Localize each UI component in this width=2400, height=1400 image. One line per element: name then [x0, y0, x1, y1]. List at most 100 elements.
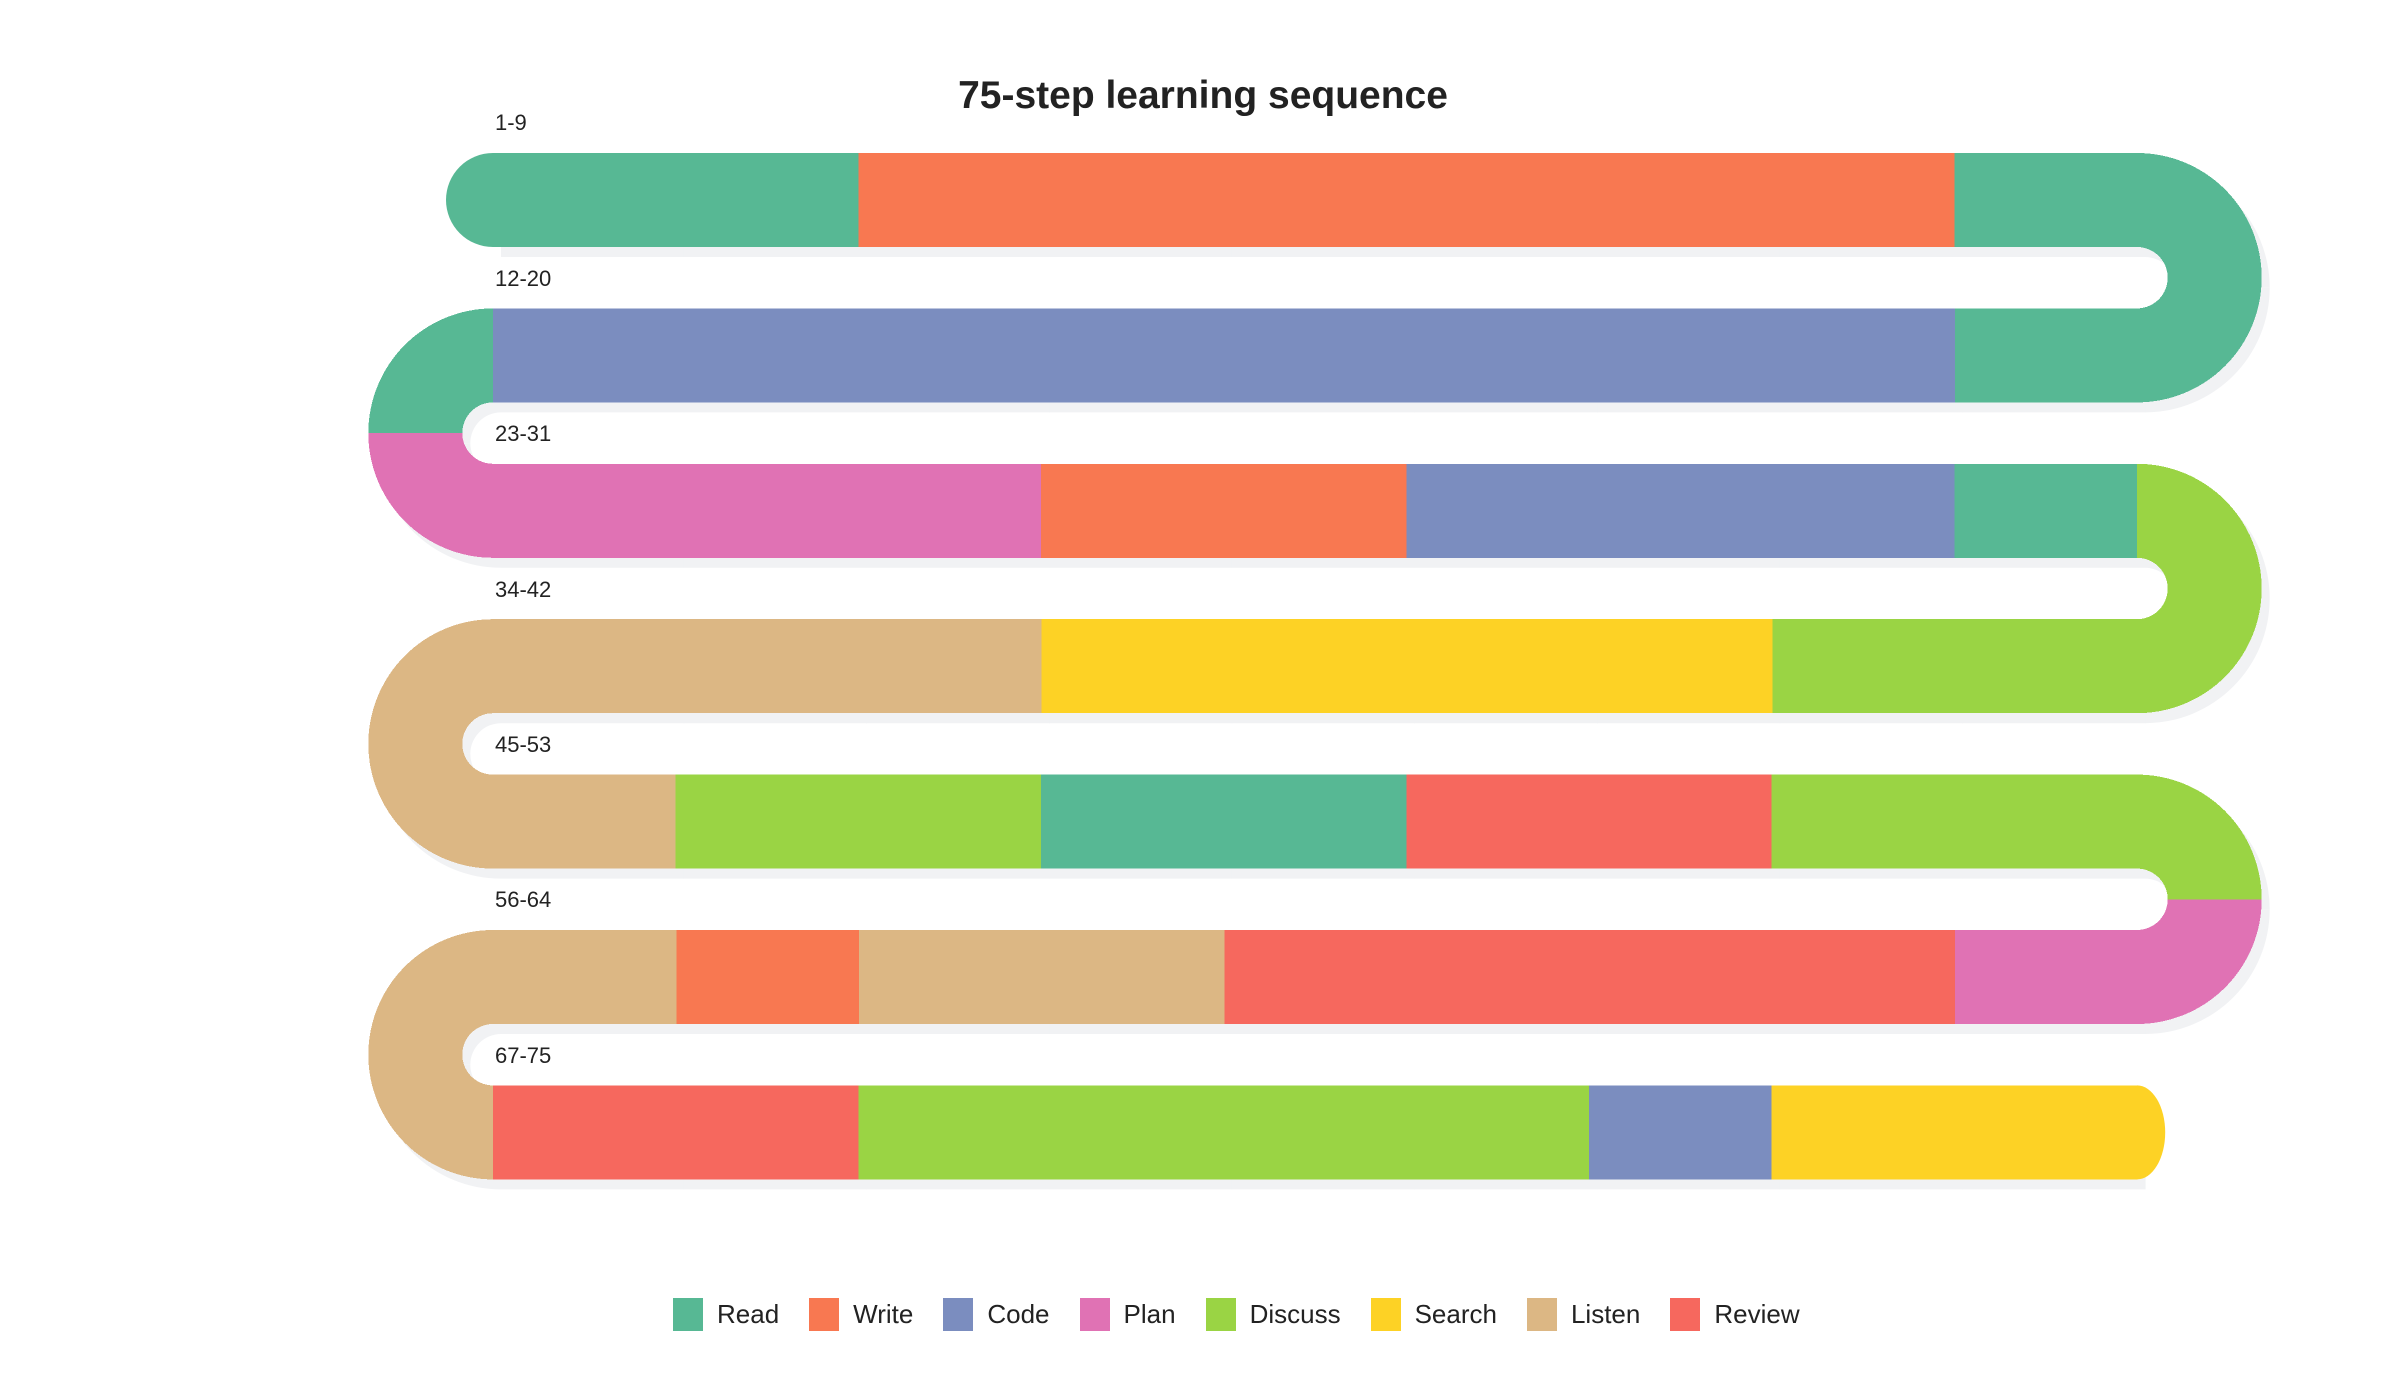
step-segment [1954, 774, 2138, 869]
legend: Read Write Code Plan Discuss Search List… [673, 1298, 1830, 1331]
legend-label: Discuss [1249, 1299, 1341, 1329]
step-segment [493, 1085, 677, 1180]
legend-item-search[interactable]: Search [1370, 1298, 1497, 1331]
step-segment [858, 619, 1042, 714]
legend-item-code[interactable]: Code [943, 1298, 1050, 1331]
step-segment [493, 463, 677, 558]
legend-swatch [1670, 1298, 1701, 1331]
step-segment [368, 619, 493, 744]
step-segment [1406, 619, 1590, 714]
step-segment [368, 308, 493, 434]
legend-item-review[interactable]: Review [1670, 1298, 1800, 1331]
step-segment [1954, 153, 2138, 247]
step-segment [1954, 930, 2138, 1024]
step-segment [1771, 774, 1955, 869]
legend-label: Review [1714, 1299, 1800, 1329]
step-segment [1771, 930, 1955, 1024]
row-label: 56-64 [495, 887, 552, 913]
step-segment [493, 619, 677, 714]
step-segment [1406, 463, 1590, 558]
legend-item-read[interactable]: Read [673, 1298, 779, 1331]
step-segment [858, 463, 1042, 558]
step-segment [1041, 308, 1225, 403]
step-segment [2137, 277, 2262, 403]
step-segment [1771, 153, 1955, 247]
legend-swatch [943, 1298, 974, 1331]
step-segment [493, 308, 677, 403]
step-segment [858, 774, 1042, 869]
step-segment [1954, 463, 2138, 558]
step-segment [1223, 619, 1407, 714]
step-segment [1223, 1085, 1407, 1180]
step-segment [1771, 463, 1955, 558]
step-segment [675, 930, 859, 1024]
step-segment [1589, 930, 1773, 1024]
track-steps [368, 153, 2262, 1180]
legend-swatch [1370, 1298, 1401, 1331]
step-segment [1041, 619, 1225, 714]
step-segment [675, 619, 859, 714]
step-segment [1954, 1085, 2138, 1180]
step-segment [858, 153, 1042, 247]
step-segment [1406, 153, 1590, 247]
step-segment [1406, 774, 1590, 869]
legend-swatch [1526, 1298, 1557, 1331]
step-segment [1406, 308, 1590, 403]
end-cap [2137, 1085, 2166, 1180]
step-segment [1223, 153, 1407, 247]
step-segment [2137, 899, 2262, 1024]
legend-swatch [1205, 1298, 1236, 1331]
step-segment [2137, 153, 2262, 278]
legend-item-listen[interactable]: Listen [1526, 1298, 1641, 1331]
step-segment [1041, 1085, 1225, 1180]
step-segment [493, 774, 677, 869]
step-segment [1223, 308, 1407, 403]
step-segment [675, 463, 859, 558]
step-segment [675, 153, 859, 247]
legend-label: Write [853, 1299, 914, 1329]
step-segment [1771, 619, 1955, 714]
step-segment [1954, 308, 2138, 403]
step-segment [493, 153, 677, 247]
row-label: 1-9 [495, 110, 527, 136]
step-segment [1041, 774, 1225, 869]
row-label: 12-20 [495, 265, 552, 291]
row-label: 34-42 [495, 576, 552, 602]
row-label: 45-53 [495, 731, 552, 757]
legend-item-discuss[interactable]: Discuss [1205, 1298, 1341, 1331]
step-segment [858, 308, 1042, 403]
step-segment [1406, 930, 1590, 1024]
legend-item-write[interactable]: Write [809, 1298, 913, 1331]
legend-swatch [1079, 1298, 1110, 1331]
step-segment [858, 930, 1042, 1024]
legend-swatch [673, 1298, 703, 1331]
step-segment [675, 1085, 859, 1180]
step-segment [1954, 619, 2138, 714]
legend-label: Code [987, 1299, 1050, 1329]
row-label: 23-31 [495, 421, 552, 447]
step-segment [1041, 153, 1225, 247]
step-segment [1406, 1085, 1590, 1180]
step-segment [493, 930, 677, 1024]
step-segment [1589, 463, 1773, 558]
legend-item-plan[interactable]: Plan [1079, 1298, 1176, 1331]
step-segment [368, 1054, 493, 1180]
step-segment [1771, 1085, 1955, 1180]
step-segment [1223, 463, 1407, 558]
step-segment [858, 1085, 1042, 1180]
step-segment [1589, 1085, 1773, 1180]
step-segment [368, 930, 493, 1055]
step-segment [1589, 308, 1773, 403]
step-segment [1223, 774, 1407, 869]
step-segment [1589, 774, 1773, 869]
step-segment [368, 743, 493, 869]
row-label: 67-75 [495, 1042, 552, 1068]
chart-title: 75-step learning sequence [958, 74, 1448, 117]
legend-label: Listen [1570, 1299, 1641, 1329]
step-segment [675, 308, 859, 403]
step-segment [675, 774, 859, 869]
legend-label: Search [1414, 1299, 1497, 1329]
step-segment [368, 433, 493, 558]
legend-label: Read [717, 1299, 780, 1329]
